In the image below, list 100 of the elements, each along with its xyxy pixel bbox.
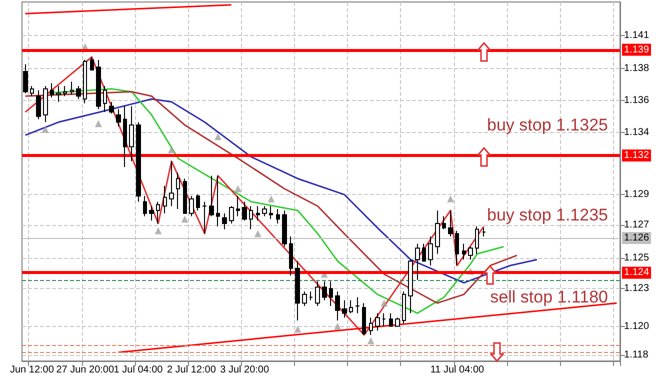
candlestick bbox=[322, 280, 327, 301]
point bbox=[447, 195, 454, 202]
candlestick bbox=[475, 226, 479, 254]
candlestick bbox=[256, 206, 260, 222]
candlestick bbox=[422, 243, 426, 262]
candlestick bbox=[76, 85, 81, 100]
y-tick-label: 1.118 bbox=[624, 350, 649, 361]
candlestick bbox=[90, 56, 94, 71]
candlestick bbox=[129, 106, 134, 162]
candlestick bbox=[103, 85, 107, 113]
candlestick bbox=[36, 90, 41, 120]
candlestick bbox=[435, 210, 440, 254]
ref-line-label: 1.139 bbox=[624, 44, 650, 56]
y-tick-label: 1.123 bbox=[624, 283, 650, 294]
line-series bbox=[24, 56, 485, 336]
candlestick bbox=[362, 302, 366, 336]
y-tick-label: 1.141 bbox=[624, 30, 650, 41]
point bbox=[154, 227, 162, 234]
candlestick bbox=[428, 236, 433, 266]
candlestick bbox=[335, 291, 340, 321]
candlestick bbox=[209, 175, 214, 217]
point bbox=[181, 216, 188, 223]
annotation: buy stop 1.1325 bbox=[487, 116, 608, 134]
candlestick bbox=[143, 195, 147, 217]
ref-line-label: 1.132 bbox=[624, 150, 650, 161]
candlestick bbox=[402, 291, 406, 324]
y-tick-label: 1.127 bbox=[624, 219, 650, 230]
candlestick bbox=[149, 206, 154, 222]
x-tick-label: 11 Jul 04:00 bbox=[430, 364, 485, 376]
x-tick-label: 2 Jul 12:00 bbox=[166, 364, 216, 376]
annotation: sell stop 1.1180 bbox=[490, 288, 608, 306]
annotation: buy stop 1.1235 bbox=[487, 206, 608, 224]
candlestick bbox=[236, 195, 240, 217]
candlestick bbox=[63, 85, 67, 97]
candlestick bbox=[382, 312, 386, 327]
candlestick bbox=[123, 106, 127, 168]
candlestick bbox=[415, 243, 420, 280]
candlestick bbox=[156, 201, 160, 224]
candlestick bbox=[289, 236, 293, 276]
candlestick bbox=[482, 227, 486, 238]
candlestick bbox=[262, 206, 267, 217]
candlestick bbox=[189, 195, 194, 217]
candlestick bbox=[136, 122, 141, 202]
candlestick bbox=[56, 85, 61, 102]
candlestick bbox=[242, 201, 247, 222]
y-tick-label: 1.129 bbox=[624, 189, 650, 200]
candlestick bbox=[216, 175, 220, 227]
y-tick-label: 1.120 bbox=[624, 320, 650, 332]
candlestick bbox=[408, 259, 413, 314]
candlestick bbox=[295, 260, 300, 321]
candlestick bbox=[169, 160, 174, 207]
candlestick bbox=[315, 280, 320, 306]
candlestick bbox=[43, 85, 48, 123]
x-tick-label: 3 Jul 20:00 bbox=[220, 364, 270, 376]
candlestick bbox=[448, 210, 453, 238]
point bbox=[168, 146, 175, 154]
point bbox=[367, 337, 374, 344]
point bbox=[380, 300, 388, 307]
candlestick bbox=[50, 82, 54, 98]
candlestick bbox=[222, 212, 227, 230]
candlestick bbox=[249, 206, 253, 230]
candlestick bbox=[302, 291, 307, 306]
y-tick-label: 1.125 bbox=[624, 252, 650, 264]
y-tick-label: 1.136 bbox=[624, 94, 650, 106]
candlestick bbox=[202, 201, 207, 234]
candlestick bbox=[269, 206, 273, 220]
point bbox=[334, 322, 342, 330]
candlestick bbox=[442, 216, 446, 230]
candlestick bbox=[369, 317, 373, 336]
candlestick bbox=[395, 317, 400, 327]
x-tick-label: 27 Jun 20:00 bbox=[56, 364, 114, 376]
point bbox=[294, 326, 302, 333]
candlestick bbox=[276, 208, 280, 224]
candlestick bbox=[176, 172, 180, 210]
candlestick bbox=[282, 210, 287, 248]
candlestick bbox=[116, 108, 121, 127]
x-tick-label: Jun 12:00 bbox=[10, 364, 54, 376]
candlestick bbox=[455, 230, 459, 266]
point bbox=[94, 120, 102, 128]
candlestick bbox=[196, 194, 200, 211]
ref-line-label: 1.124 bbox=[624, 267, 650, 278]
candlestick bbox=[83, 59, 87, 104]
candlestick bbox=[96, 59, 101, 110]
candlestick bbox=[355, 296, 360, 314]
y-tick-label: 1.134 bbox=[624, 126, 650, 138]
point bbox=[268, 195, 275, 202]
candlestick bbox=[468, 246, 473, 260]
candlestick bbox=[109, 101, 114, 114]
candlestick bbox=[163, 185, 167, 214]
candlestick bbox=[23, 64, 28, 94]
candlestick bbox=[30, 85, 34, 97]
candlestick bbox=[70, 81, 74, 96]
point bbox=[42, 126, 49, 133]
candlestick bbox=[349, 300, 353, 314]
candlestick bbox=[309, 291, 313, 301]
candlestick bbox=[462, 243, 466, 260]
candlestick bbox=[375, 312, 380, 332]
point bbox=[214, 133, 222, 140]
ref-line-label: 1.126 bbox=[624, 232, 650, 244]
point bbox=[234, 185, 242, 192]
